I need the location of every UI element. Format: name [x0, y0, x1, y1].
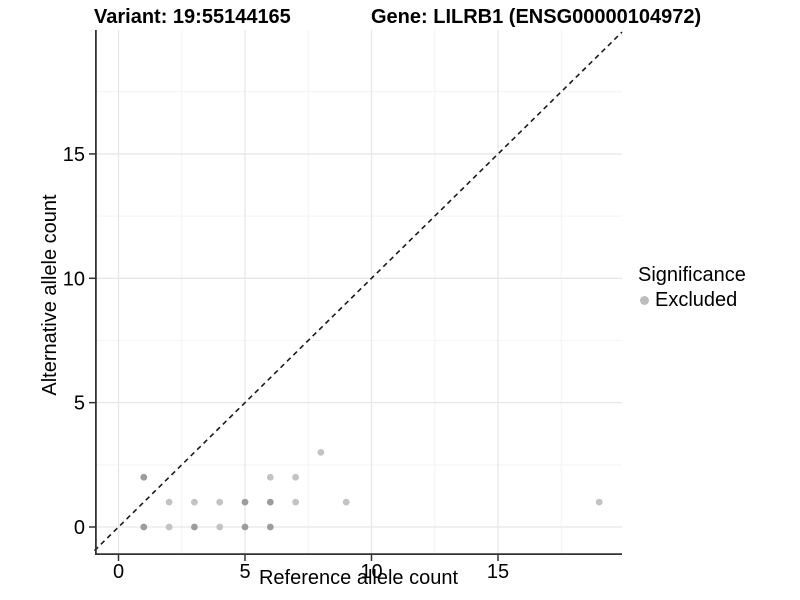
y-axis-title: Alternative allele count: [39, 194, 61, 396]
identity-line: [93, 31, 623, 552]
data-point: [342, 498, 350, 506]
legend-item-excluded: Excluded: [638, 288, 746, 313]
data-point: [266, 473, 274, 481]
data-point: [140, 473, 148, 481]
data-point: [292, 498, 299, 506]
data-point: [266, 523, 274, 531]
data-point: [216, 498, 224, 506]
data-point: [241, 523, 249, 531]
data-point: [140, 523, 148, 531]
x-tick-label: 0: [113, 561, 124, 583]
plot-panel: 0 5 10 15 0 5 10 15: [63, 30, 623, 583]
y-tick-label: 15: [63, 144, 85, 166]
x-tick-label: 10: [360, 561, 382, 583]
data-point: [241, 498, 249, 506]
legend-title: Significance: [638, 264, 746, 286]
legend: Significance Excluded: [638, 263, 746, 313]
data-point: [266, 498, 274, 506]
gene-title: Gene: LILRB1 (ENSG00000104972): [371, 6, 702, 28]
y-tick-label: 10: [63, 268, 85, 290]
legend-item-label: Excluded: [655, 289, 738, 311]
data-point: [216, 523, 224, 531]
y-tick-label: 0: [74, 517, 85, 539]
x-tick-label: 15: [487, 561, 509, 583]
x-axis-title: Reference allele count: [258, 567, 458, 589]
data-point: [165, 523, 173, 531]
data-point: [165, 498, 173, 506]
data-point: [317, 448, 325, 456]
variant-title: Variant: 19:55144165: [94, 6, 291, 28]
data-point: [191, 523, 198, 531]
excluded-point-icon: [640, 296, 649, 305]
x-tick-label: 5: [239, 561, 250, 583]
y-tick-label: 5: [74, 393, 85, 415]
data-point: [292, 473, 299, 481]
data-point: [595, 498, 603, 506]
data-point: [191, 498, 198, 506]
